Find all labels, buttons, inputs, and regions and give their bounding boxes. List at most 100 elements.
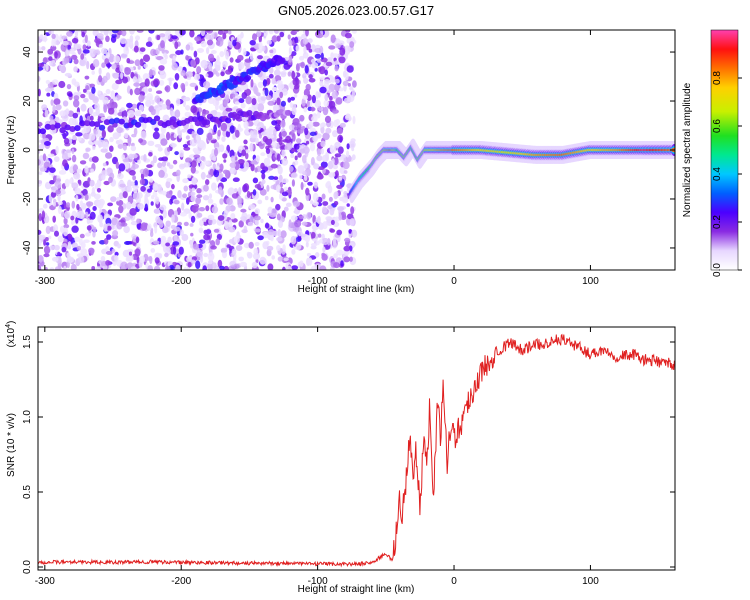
heatmap-cell: [338, 56, 346, 64]
heatmap-cell: [161, 49, 169, 55]
heatmap-cell: [214, 32, 218, 39]
heatmap-cell: [58, 170, 67, 175]
heatmap-cell: [89, 115, 94, 121]
heatmap-cell: [38, 213, 42, 222]
heatmap-cell: [94, 38, 101, 44]
heatmap-cell: [112, 132, 120, 140]
heatmap-cell: [315, 33, 324, 39]
heatmap-cell: [195, 197, 202, 205]
heatmap-cell: [78, 179, 82, 186]
heatmap-cell: [242, 184, 248, 193]
heatmap-cell: [147, 140, 155, 146]
heatmap-cell: [62, 159, 68, 167]
heatmap-cell: [158, 253, 163, 259]
heatmap-cell: [137, 159, 142, 164]
heatmap-cell: [277, 256, 283, 262]
heatmap-cell: [281, 178, 289, 184]
heatmap-cell: [188, 212, 192, 220]
heatmap-cell: [203, 184, 209, 192]
heatmap-cell: [120, 261, 128, 270]
heatmap-cell: [207, 198, 214, 204]
heatmap-cell: [98, 113, 105, 117]
heatmap-cell: [321, 193, 326, 200]
heatmap-cell: [45, 79, 51, 85]
heatmap-cell: [83, 97, 89, 103]
heatmap-cell: [216, 60, 221, 66]
heatmap-cell: [276, 184, 281, 193]
heatmap-cell: [257, 102, 265, 112]
heatmap-cell: [340, 260, 344, 267]
heatmap-cell: [271, 86, 278, 92]
heatmap-cell: [304, 65, 309, 74]
heatmap-cell: [291, 148, 296, 153]
heatmap-cell: [203, 233, 211, 241]
heatmap-cell: [346, 143, 350, 150]
heatmap-cell: [254, 228, 261, 233]
heatmap-cell: [156, 90, 163, 94]
heatmap-cell: [71, 134, 77, 141]
heatmap-cell: [109, 136, 114, 143]
heatmap-cell: [145, 41, 153, 47]
heatmap-cell: [138, 77, 143, 83]
heatmap-cell: [112, 72, 120, 79]
heatmap-cell: [182, 178, 189, 184]
heatmap-cell: [339, 122, 346, 128]
heatmap-cell: [319, 86, 327, 94]
heatmap-cell: [98, 43, 104, 48]
heatmap-cell: [48, 56, 53, 61]
heatmap-cell: [349, 41, 355, 48]
heatmap-cell: [279, 31, 285, 38]
heatmap-cell: [305, 241, 309, 248]
heatmap-cell: [254, 208, 260, 215]
heatmap-cell: [280, 72, 287, 78]
heatmap-cell: [200, 40, 207, 48]
heatmap-cell: [258, 41, 263, 51]
heatmap-cell: [244, 58, 252, 63]
heatmap-cell: [273, 128, 277, 137]
heatmap-cell: [66, 202, 71, 208]
heatmap-cell: [117, 243, 121, 249]
heatmap-cell: [219, 163, 224, 171]
heatmap-cell: [174, 41, 179, 50]
heatmap-cell: [100, 255, 106, 262]
heatmap-cell: [290, 84, 295, 90]
heatmap-cell: [47, 48, 54, 55]
heatmap-cell: [169, 198, 173, 205]
heatmap-cell: [57, 235, 64, 243]
heatmap-cell: [105, 250, 113, 255]
heatmap-cell: [180, 82, 186, 90]
heatmap-cell: [159, 204, 167, 211]
heatmap-cell: [276, 213, 281, 221]
heatmap-cell: [131, 153, 138, 159]
heatmap-cell: [132, 175, 137, 181]
heatmap-cell: [316, 148, 322, 157]
heatmap-cell: [285, 202, 292, 207]
heatmap-cell: [72, 139, 76, 145]
heatmap-cell: [173, 234, 178, 242]
heatmap-cell: [43, 240, 47, 246]
heatmap-cell: [247, 252, 253, 259]
heatmap-cell: [63, 137, 70, 145]
heatmap-cell: [170, 143, 177, 148]
heatmap-cell: [213, 228, 220, 233]
heatmap-cell: [247, 221, 254, 227]
heatmap-cell: [338, 176, 343, 181]
heatmap-cell: [175, 97, 181, 107]
heatmap-cell: [85, 211, 89, 219]
heatmap-cell: [162, 209, 167, 219]
heatmap-cell: [271, 255, 276, 260]
heatmap-cell: [190, 232, 194, 237]
heatmap-cell: [304, 234, 311, 243]
heatmap-cell: [299, 148, 306, 154]
heatmap-cell: [139, 47, 146, 52]
heatmap-cell: [68, 92, 73, 97]
heatmap-cell: [316, 111, 321, 119]
heatmap-cell: [333, 119, 339, 127]
heatmap-cell: [189, 82, 197, 88]
heatmap-cell: [235, 87, 242, 92]
heatmap-cell: [220, 177, 228, 183]
heatmap-cell: [333, 201, 339, 206]
heatmap-cell: [52, 215, 56, 223]
heatmap-cell: [130, 266, 137, 270]
heatmap-cell: [177, 190, 182, 199]
